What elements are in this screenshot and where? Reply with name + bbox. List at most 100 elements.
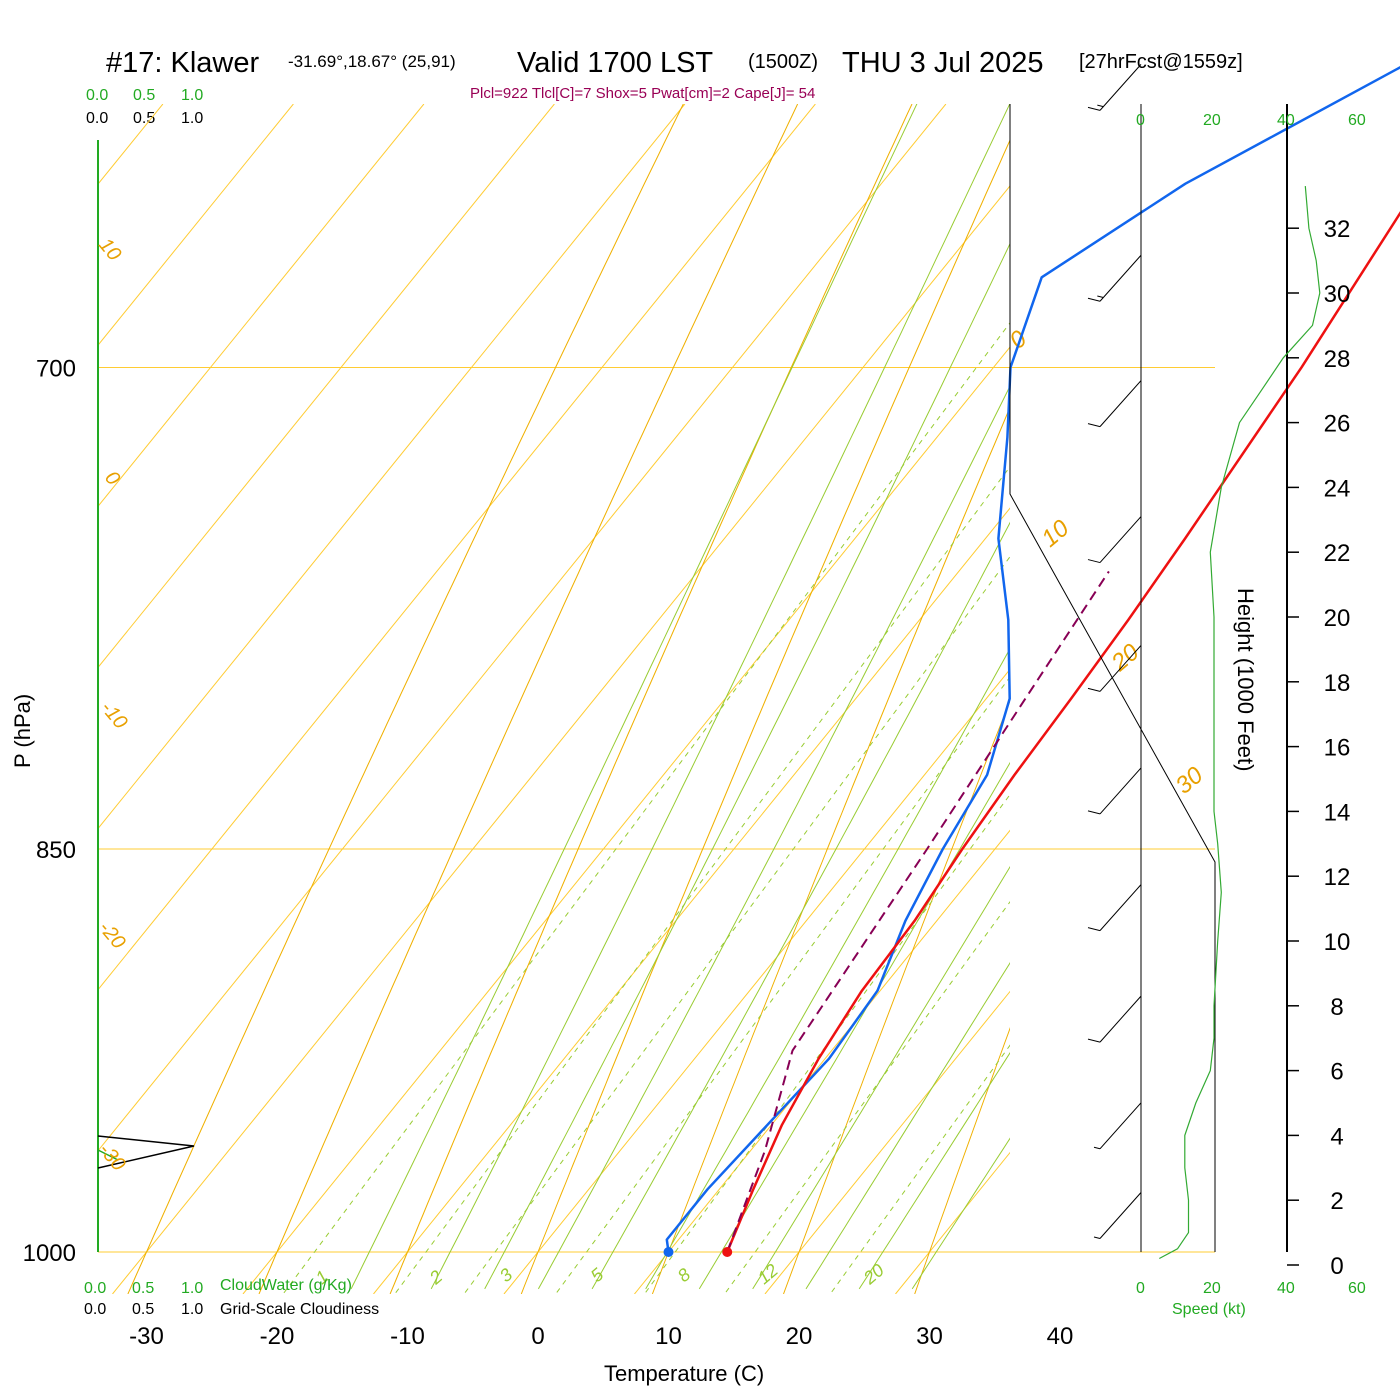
moist-adiabat-lines [350, 104, 1010, 1290]
height-tick-label: 30 [1324, 281, 1351, 308]
height-axis-label: Height (1000 Feet) [1233, 588, 1258, 771]
speed-tick-bottom: 0 [1136, 1280, 1145, 1297]
speed-tick-bottom: 60 [1348, 1280, 1366, 1297]
mixing-ratio-label: 12 [754, 1260, 782, 1288]
dry-adiabat-line [783, 699, 1010, 1294]
mixing-ratio-line [723, 901, 1010, 1294]
wind-speed-profile [1159, 186, 1321, 1260]
cloudwater-profile [97, 1149, 119, 1161]
height-tick-label: 32 [1324, 216, 1351, 243]
title-valid: Valid 1700 LST [517, 47, 713, 79]
height-tick-label: 14 [1324, 799, 1351, 826]
mixing-ratio-line [555, 676, 1010, 1294]
moist-adiabat-line [430, 104, 1010, 1290]
temperature-tick-label: 0 [531, 1323, 544, 1350]
isotherm-line [98, 104, 947, 1152]
isotherm-line [98, 104, 686, 830]
mixing-ratio-line [643, 793, 1010, 1294]
wind-barb-flag [1087, 297, 1101, 302]
moist-adiabat-line [805, 962, 1010, 1290]
title-utc: (1500Z) [748, 51, 818, 73]
dewpoint-surface-point [663, 1247, 674, 1257]
moist-adiabat-line [698, 761, 1010, 1290]
dry-adiabat-line [389, 104, 913, 1294]
bottom-cloudiness-tick: 0.5 [132, 1301, 154, 1318]
temperature-surface-point [722, 1247, 733, 1257]
isotherm-line [98, 104, 425, 508]
wind-barb [1099, 884, 1142, 931]
dewpoint-line [665, 65, 1400, 1253]
mixing-ratio-line [282, 321, 1010, 1294]
wind-speed-line [1159, 186, 1321, 1260]
isotherm-label: -20 [94, 917, 129, 953]
wind-barb-flag [1087, 423, 1101, 428]
wind-barb-flag [1087, 559, 1101, 564]
sounding-series [663, 65, 1400, 1257]
pressure-tick-label: 700 [36, 355, 76, 382]
top-cloudiness-tick: 1.0 [181, 110, 203, 127]
dry-adiabat-line [1177, 104, 1400, 1294]
wind-barb [1099, 767, 1142, 815]
pressure-axis: 2503004005007008501000 [23, 355, 76, 1267]
isobar-lines [98, 366, 1215, 1253]
dry-adiabat-line [127, 104, 684, 1294]
title-date: THU 3 Jul 2025 [842, 47, 1044, 79]
speed-tick-top: 40 [1277, 112, 1295, 129]
isotherm-line [634, 829, 1010, 1294]
top-cloudiness-scale: 0.0 0.5 1.0 [86, 110, 203, 127]
top-cloudwater-tick: 0.5 [133, 87, 155, 104]
height-tick-label: 26 [1324, 411, 1351, 438]
wind-barb-half-flag [1093, 1146, 1101, 1150]
top-cloudwater-tick: 0.0 [86, 87, 108, 104]
moist-adiabat-line [537, 384, 1010, 1290]
wind-barb [1099, 1102, 1142, 1150]
wind-barb [1099, 1192, 1142, 1239]
parcel-parameters: Plcl=922 Tlcl[C]=7 Shox=5 Pwat[cm]=2 Cap… [470, 85, 815, 102]
top-cloudwater-scale: 0.0 0.5 1.0 [86, 87, 203, 104]
bottom-cloudiness-tick: 1.0 [181, 1301, 203, 1318]
wind-barb [1099, 516, 1142, 563]
temperature-tick-label: -20 [260, 1323, 295, 1350]
speed-tick-bottom: 20 [1203, 1280, 1221, 1297]
isotherm-line [98, 104, 816, 991]
height-tick-label: 16 [1324, 735, 1351, 762]
wind-panel: 0 20 40 60 0 20 40 60 Speed (kt) 0246810… [1009, 64, 1366, 1318]
top-cloudwater-tick: 1.0 [181, 87, 203, 104]
cloud-marker [97, 1135, 195, 1169]
moist-adiabat-line [484, 242, 1010, 1290]
mixing-ratio-label: 2 [425, 1266, 446, 1288]
temperature-tick-label: 30 [916, 1323, 943, 1350]
moist-adiabat-line [752, 865, 1010, 1290]
isotherm-line [373, 507, 1010, 1294]
temperature-tick-label: -30 [129, 1323, 164, 1350]
wind-barb [1099, 995, 1142, 1043]
bottom-cloudwater-tick: 0.5 [132, 1280, 154, 1297]
mixing-ratio-label: 8 [674, 1264, 695, 1286]
wind-barb-flag [1087, 687, 1101, 692]
speed-tick-top: 20 [1203, 112, 1221, 129]
dry-adiabat-line [520, 139, 1010, 1294]
bottom-cloudwater-tick: 1.0 [181, 1280, 203, 1297]
temperature-tick-label: -10 [390, 1323, 425, 1350]
speed-scale: 0 20 40 60 0 20 40 60 Speed (kt) [1136, 112, 1366, 1318]
isotherm-line [1156, 104, 1400, 1294]
x-axis-label: Temperature (C) [604, 1361, 764, 1386]
wind-barb-half-flag [1097, 295, 1104, 299]
isotherm-line [112, 185, 1010, 1294]
isotherm-label: -10 [96, 697, 131, 733]
wind-barb [1099, 64, 1142, 111]
moist-adiabat-line [350, 104, 918, 1290]
title-station: #17: Klawer [106, 47, 259, 79]
temperature-tick-label: 40 [1047, 1323, 1074, 1350]
height-tick-label: 4 [1330, 1123, 1343, 1150]
bottom-cloudwater-label: CloudWater (g/Kg) [220, 1277, 352, 1294]
moist-adiabat-line [591, 521, 1010, 1290]
dry-adiabat-lines [127, 104, 1400, 1294]
height-tick-label: 10 [1324, 929, 1351, 956]
speed-tick-top: 60 [1348, 112, 1366, 129]
isotherm-label: -30 [94, 1139, 129, 1175]
dry-adiabat-line [258, 104, 799, 1294]
wind-barb [1099, 645, 1142, 692]
